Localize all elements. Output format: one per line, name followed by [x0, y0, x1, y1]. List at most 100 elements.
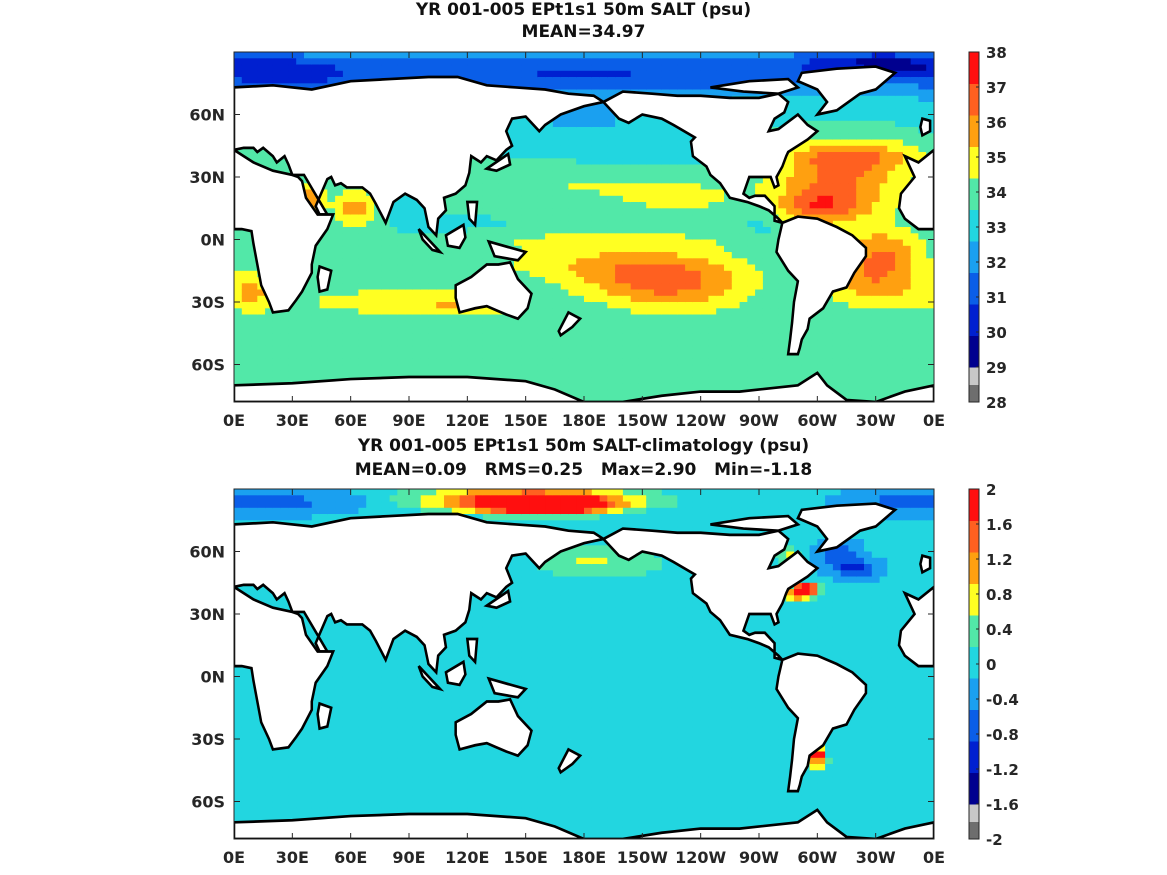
heatmap-cell [444, 289, 453, 297]
heatmap-cell [887, 327, 896, 334]
heatmap-cell [389, 208, 398, 216]
heatmap-cell [864, 177, 873, 184]
heatmap-cell [731, 302, 741, 309]
heatmap-cell [358, 195, 367, 203]
heatmap-cell [708, 258, 717, 266]
heatmap-cell [685, 270, 694, 278]
heatmap-cell [482, 70, 492, 78]
heatmap-cell [249, 352, 258, 359]
heatmap-cell [646, 83, 655, 91]
heatmap-cell [817, 202, 826, 209]
heatmap-cell [560, 289, 570, 297]
heatmap-cell [374, 245, 383, 253]
heatmap-cell [622, 339, 632, 347]
heatmap-cell [887, 320, 896, 328]
heatmap-cell [342, 52, 352, 59]
heatmap-cell [615, 127, 624, 134]
heatmap-cell [514, 358, 523, 366]
heatmap-cell [708, 364, 717, 372]
heatmap-cell [770, 239, 780, 247]
heatmap-cell [498, 327, 507, 334]
heatmap-cell [607, 245, 616, 253]
heatmap-cell [848, 358, 857, 366]
heatmap-cell [280, 377, 290, 384]
heatmap-cell [856, 227, 865, 234]
heatmap-cell [514, 239, 523, 247]
heatmap-cell [506, 345, 515, 353]
heatmap-cell [638, 345, 647, 353]
heatmap-cell [848, 327, 857, 334]
heatmap-cell [654, 202, 663, 209]
heatmap-cell [529, 302, 538, 309]
heatmap-cell [825, 202, 834, 209]
heatmap-cell [895, 139, 904, 147]
heatmap-cell [638, 302, 647, 309]
heatmap-cell [716, 220, 725, 228]
heatmap-cell [770, 220, 780, 228]
heatmap-cell [638, 352, 647, 359]
heatmap-cell [552, 177, 562, 184]
heatmap-cell [537, 183, 546, 191]
heatmap-cell [288, 364, 297, 372]
heatmap-cell [459, 58, 468, 66]
heatmap-cell [918, 364, 927, 372]
heatmap-cell [700, 258, 710, 266]
heatmap-cell [895, 345, 904, 353]
heatmap-cell [871, 214, 881, 222]
heatmap-cell [436, 327, 445, 334]
heatmap-cell [506, 189, 515, 197]
heatmap-cell [521, 208, 531, 216]
heatmap-cell [669, 245, 678, 253]
heatmap-cell [514, 270, 523, 278]
heatmap-cell [607, 389, 616, 397]
heatmap-cell [902, 327, 912, 334]
heatmap-cell [428, 370, 437, 378]
heatmap-cell [848, 220, 857, 228]
heatmap-cell [724, 308, 733, 316]
heatmap-cell [374, 295, 383, 303]
heatmap-cell [692, 183, 702, 191]
heatmap-cell [918, 108, 927, 116]
heatmap-cell [521, 170, 531, 178]
heatmap-cell [630, 239, 640, 247]
heatmap-cell [661, 139, 671, 147]
heatmap-cell [895, 264, 904, 272]
heatmap-cell [257, 308, 266, 316]
heatmap-cell [451, 252, 461, 259]
heatmap-cell [630, 189, 640, 197]
heatmap-cell [545, 189, 554, 197]
heatmap-cell [731, 245, 741, 253]
heatmap-cell [576, 120, 585, 128]
heatmap-cell [864, 370, 873, 378]
heatmap-cell [708, 177, 717, 184]
heatmap-cell [599, 195, 608, 203]
heatmap-cell [311, 308, 321, 316]
heatmap-cell [389, 245, 398, 253]
heatmap-cell [397, 308, 406, 316]
heatmap-cell [521, 358, 531, 366]
heatmap-cell [397, 339, 406, 347]
heatmap-cell [762, 58, 772, 66]
heatmap-cell [607, 339, 616, 347]
heatmap-cell [506, 239, 515, 247]
heatmap-cell [677, 233, 686, 241]
heatmap-cell [335, 320, 344, 328]
heatmap-cell [560, 58, 570, 66]
heatmap-cell [895, 245, 904, 253]
heatmap-cell [249, 333, 258, 341]
heatmap-cell [599, 345, 608, 353]
heatmap-cell [887, 227, 896, 234]
heatmap-cell [545, 145, 554, 153]
heatmap-cell [257, 64, 266, 72]
heatmap-cell [311, 283, 321, 291]
heatmap-cell [599, 364, 608, 372]
heatmap-cell [871, 320, 881, 328]
heatmap-cell [685, 58, 694, 66]
heatmap-cell [467, 370, 476, 378]
heatmap-cell [700, 177, 710, 184]
heatmap-cell [700, 277, 710, 284]
heatmap-cell [584, 239, 593, 247]
heatmap-cell [444, 258, 453, 266]
heatmap-cell [241, 289, 251, 297]
heatmap-cell [607, 139, 616, 147]
